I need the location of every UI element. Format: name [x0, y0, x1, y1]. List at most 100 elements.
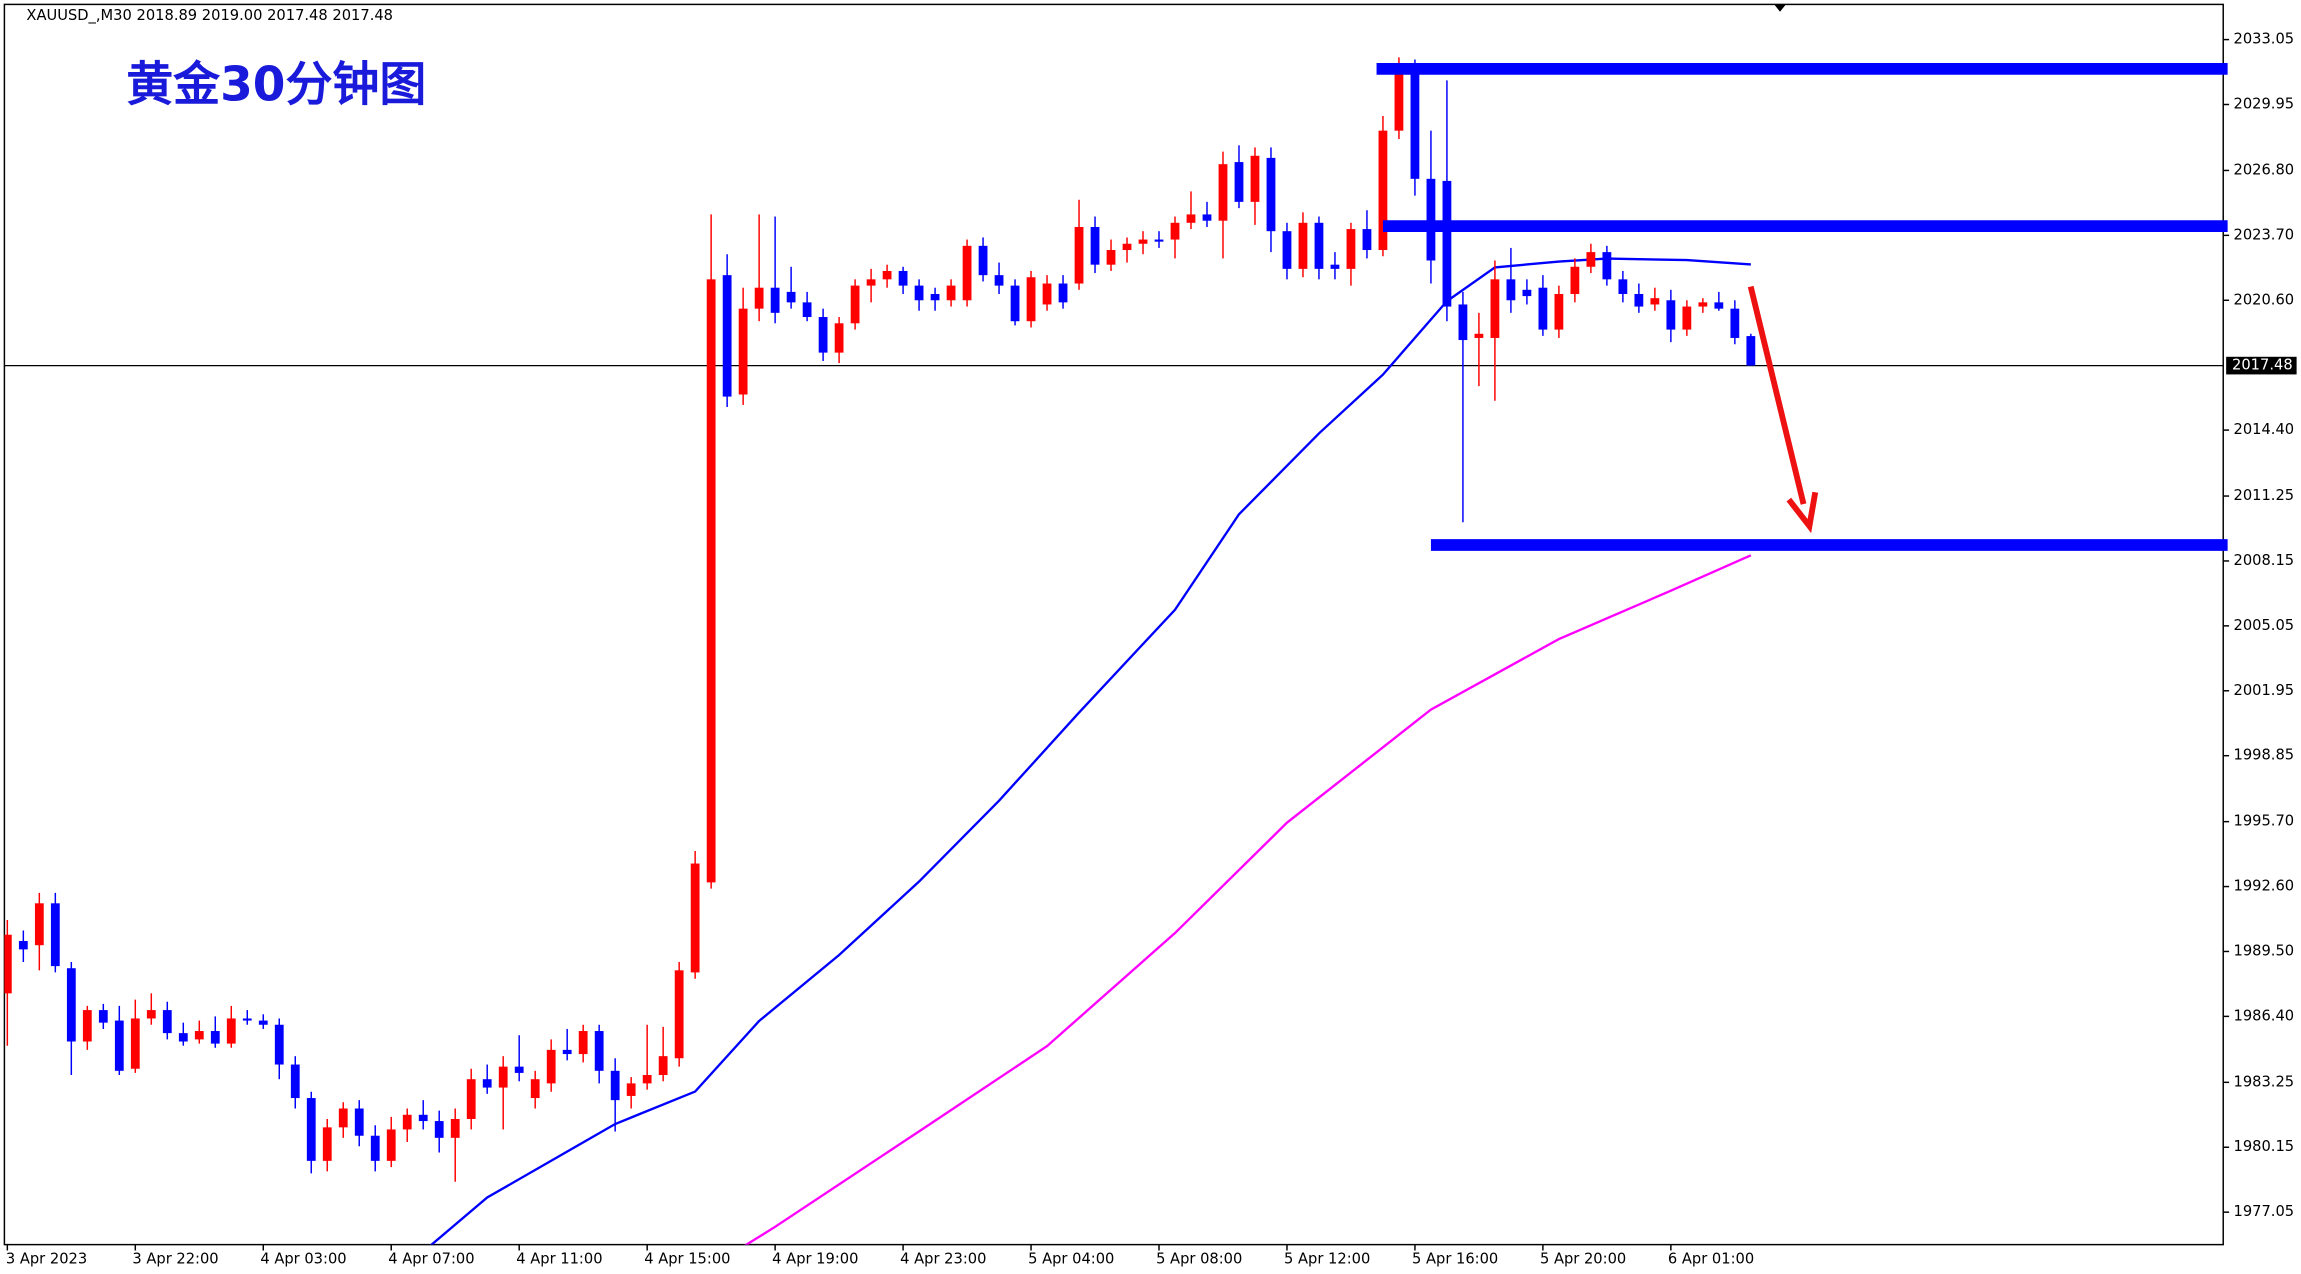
y-tick-label: 1989.50: [2233, 942, 2294, 959]
candle-body: [226, 1018, 236, 1044]
candle-body: [1298, 222, 1308, 269]
candle-body: [882, 270, 892, 280]
candle-body: [1042, 283, 1052, 305]
candle-body: [1346, 229, 1356, 269]
candle-body: [242, 1018, 252, 1021]
candle-body: [674, 970, 684, 1059]
candle-body: [418, 1114, 428, 1122]
candle-body: [434, 1121, 444, 1138]
candle-body: [1634, 293, 1644, 307]
candle-body: [18, 940, 28, 950]
y-tick-label: 1977.05: [2233, 1203, 2294, 1220]
y-tick-label: 2001.95: [2233, 682, 2294, 699]
candle-body: [770, 287, 780, 313]
axes: 2033.05 2029.95 2026.80 2023.70 2020.60 2014.…: [6, 31, 2297, 1267]
candle-body: [930, 293, 940, 301]
candle-body: [658, 1056, 668, 1076]
x-tick-label: 4 Apr 07:00: [388, 1250, 474, 1267]
candle-body: [338, 1108, 348, 1128]
candle-body: [1330, 264, 1340, 269]
candle-body: [1250, 155, 1260, 202]
candle-body: [1090, 226, 1100, 265]
candle-body: [1266, 157, 1276, 232]
candle-body: [1074, 226, 1084, 284]
candle-body: [818, 317, 828, 353]
x-tick-label: 4 Apr 11:00: [516, 1250, 602, 1267]
candle-body: [162, 1010, 172, 1034]
candle-body: [786, 291, 796, 303]
candle-body: [962, 245, 972, 301]
candle-body: [562, 1049, 572, 1055]
candle-body: [946, 285, 956, 301]
candle-body: [1490, 279, 1500, 338]
y-tick-label: 2008.15: [2233, 552, 2294, 569]
candle-body: [290, 1064, 300, 1099]
candle-body: [1010, 285, 1020, 322]
arrow-head: [1786, 491, 1819, 534]
candle-body: [642, 1075, 652, 1084]
candle-body: [274, 1024, 284, 1065]
arrow-shaft: [1747, 285, 1807, 505]
candle-body: [1650, 298, 1660, 305]
candle-body: [626, 1083, 636, 1096]
candle-body: [82, 1010, 92, 1042]
y-tick-label: 2020.60: [2233, 291, 2294, 308]
candle-body: [194, 1031, 204, 1040]
candle-body: [386, 1129, 396, 1161]
candle-body: [834, 323, 844, 353]
x-tick-label: 3 Apr 22:00: [132, 1250, 218, 1267]
candle-body: [1554, 293, 1564, 330]
x-tick-label: 5 Apr 04:00: [1028, 1250, 1114, 1267]
candle-body: [1138, 239, 1148, 244]
candle-body: [1746, 336, 1756, 366]
candle-body: [482, 1079, 492, 1088]
current-price-label: 2017.48: [2232, 357, 2293, 374]
candle-body: [706, 279, 716, 883]
y-tick-label: 2033.05: [2233, 31, 2294, 48]
y-tick-label: 2029.95: [2233, 95, 2294, 112]
candle-body: [1362, 229, 1372, 251]
forecast-arrow: [1747, 285, 1819, 534]
candle-body: [802, 302, 812, 318]
moving-average: [744, 554, 1752, 1245]
candle-body: [1666, 300, 1676, 330]
candle-body: [1410, 65, 1420, 179]
candle-body: [754, 287, 764, 309]
candle-body: [1314, 222, 1324, 269]
candle-body: [1186, 214, 1196, 223]
x-tick-label: 3 Apr 2023: [6, 1250, 87, 1267]
candle-body: [514, 1066, 524, 1073]
plot-frame: [3, 3, 2224, 1246]
chart-title: 黄金30分钟图: [126, 58, 426, 113]
x-tick-label: 4 Apr 15:00: [644, 1250, 730, 1267]
candle-body: [98, 1010, 108, 1023]
candle-body: [1522, 289, 1532, 297]
candle-body: [4, 934, 12, 994]
candle-body: [1378, 130, 1388, 251]
y-tick-label: 2011.25: [2233, 487, 2294, 504]
y-tick-label: 2023.70: [2233, 226, 2294, 243]
candle-body: [1394, 65, 1404, 131]
candle-body: [1026, 277, 1036, 322]
candle-body: [370, 1135, 380, 1161]
candle-body: [1058, 283, 1068, 303]
x-tick-label: 5 Apr 20:00: [1540, 1250, 1626, 1267]
candle-body: [498, 1066, 508, 1088]
candle-body: [466, 1079, 476, 1119]
candle-body: [1714, 302, 1724, 309]
candle-body: [1618, 279, 1628, 294]
candle-body: [898, 270, 908, 286]
candle-body: [146, 1010, 156, 1019]
candle-body: [66, 968, 76, 1042]
y-tick-label: 1998.85: [2233, 747, 2294, 764]
candle-body: [322, 1127, 332, 1161]
candle-body: [1122, 243, 1132, 251]
x-tick-label: 4 Apr 19:00: [772, 1250, 858, 1267]
x-tick-label: 5 Apr 12:00: [1284, 1250, 1370, 1267]
candle-body: [690, 863, 700, 973]
candle-body: [1474, 333, 1484, 338]
chart-header: XAUUSD_,M30 2018.89 2019.00 2017.48 2017…: [26, 7, 393, 24]
candle-body: [850, 285, 860, 324]
